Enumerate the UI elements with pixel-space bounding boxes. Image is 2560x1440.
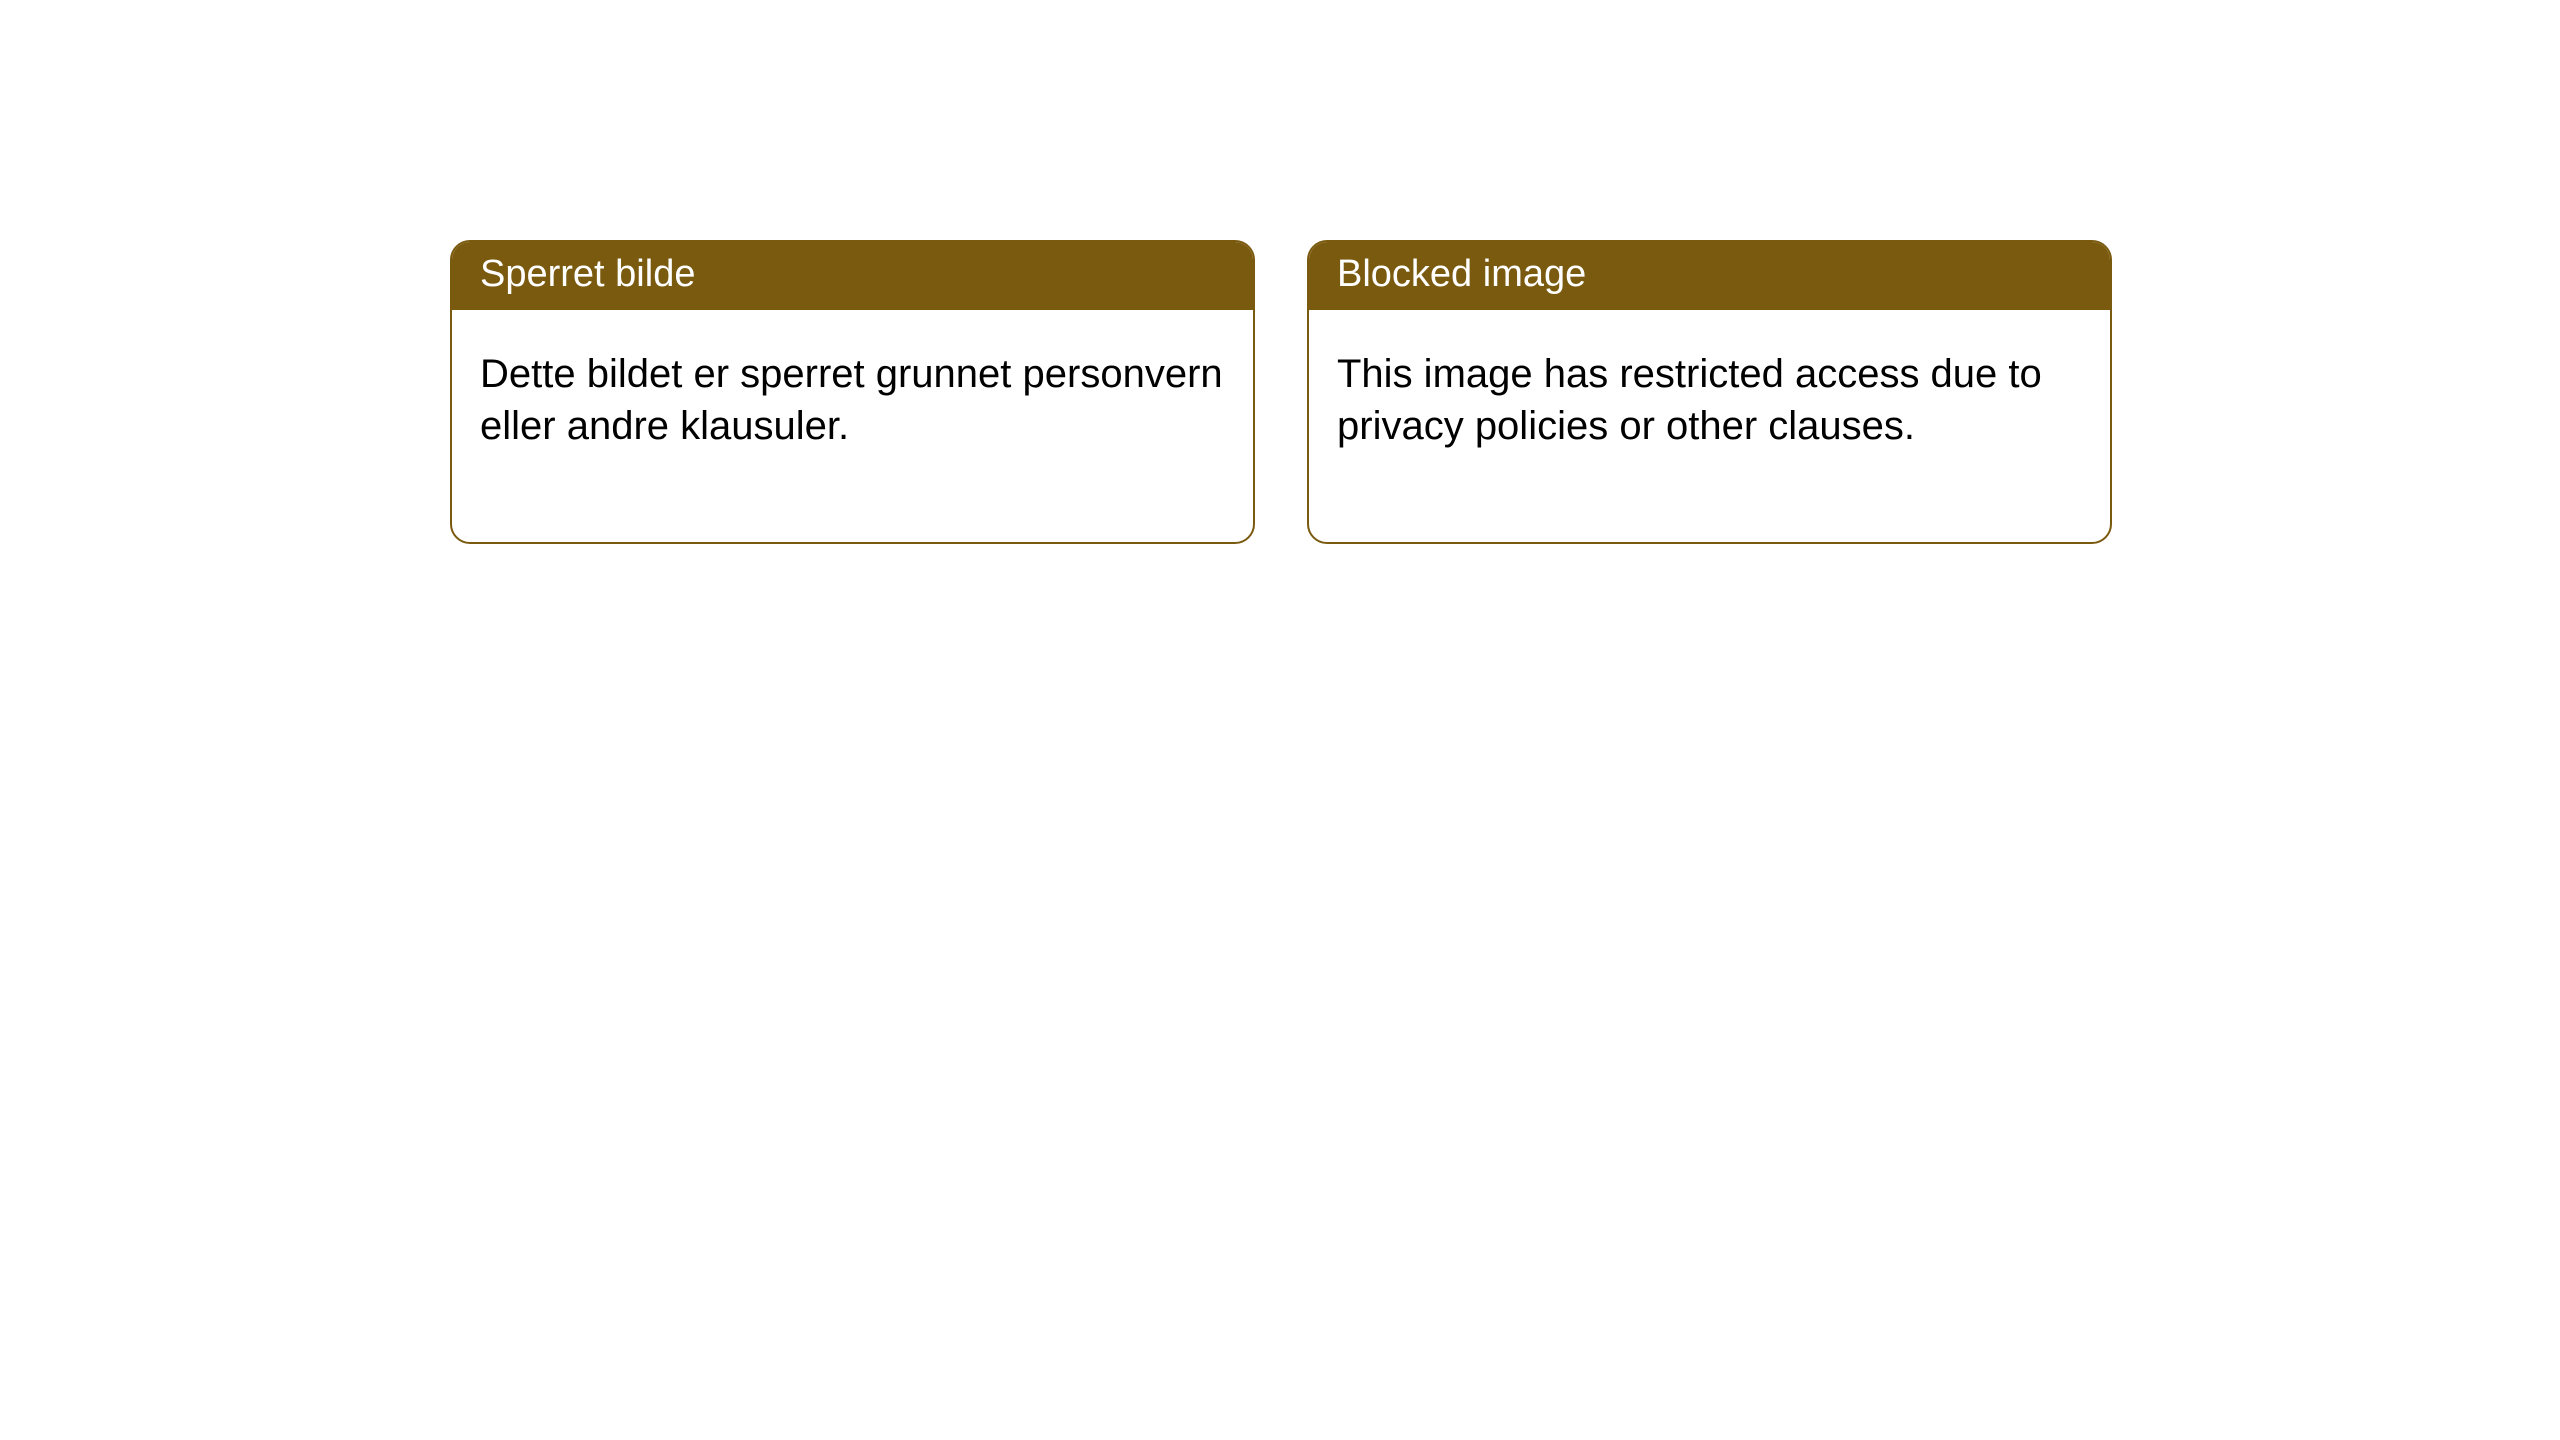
card-body-text: Dette bildet er sperret grunnet personve… (480, 352, 1223, 448)
card-header: Sperret bilde (452, 242, 1253, 310)
notice-card-norwegian: Sperret bilde Dette bildet er sperret gr… (450, 240, 1255, 544)
card-header-text: Sperret bilde (480, 253, 695, 295)
notice-cards-row: Sperret bilde Dette bildet er sperret gr… (450, 240, 2112, 544)
notice-card-english: Blocked image This image has restricted … (1307, 240, 2112, 544)
card-header: Blocked image (1309, 242, 2110, 310)
card-body: Dette bildet er sperret grunnet personve… (452, 310, 1253, 542)
card-header-text: Blocked image (1337, 253, 1586, 295)
card-body-text: This image has restricted access due to … (1337, 352, 2042, 448)
card-body: This image has restricted access due to … (1309, 310, 2110, 542)
